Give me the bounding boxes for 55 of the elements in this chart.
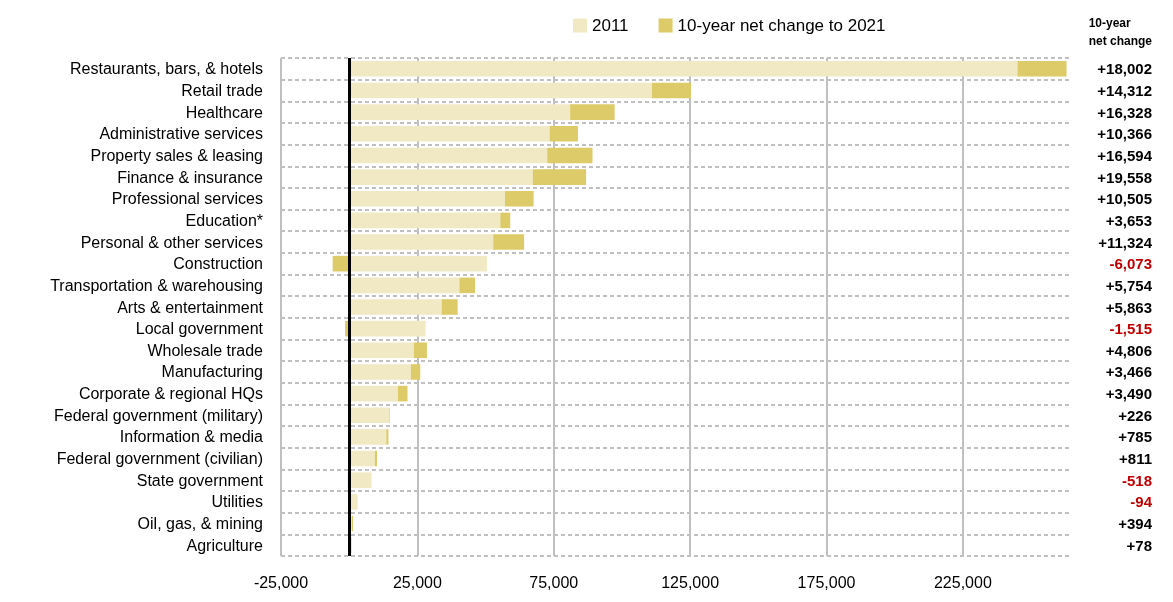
y-tick-label: Wholesale trade	[147, 341, 264, 359]
y-tick-label: Corporate & regional HQs	[78, 385, 263, 403]
y-tick-label: Agriculture	[186, 536, 264, 554]
y-tick-label: Federal government (military)	[54, 406, 263, 424]
y-tick-label: Federal government (civilian)	[56, 450, 263, 468]
data-label: -518	[1121, 471, 1152, 489]
y-tick-label: Education*	[185, 211, 263, 229]
data-label: +19,558	[1097, 168, 1152, 186]
x-tick-label: 175,000	[797, 573, 856, 591]
data-label: +16,328	[1097, 103, 1152, 121]
y2-axis-title: 10-year net change	[1088, 16, 1153, 48]
data-label: +78	[1126, 536, 1152, 554]
y-tick-label: Professional services	[111, 190, 263, 208]
y-tick-label: Administrative services	[99, 125, 263, 143]
data-label: +14,312	[1097, 81, 1152, 99]
y-tick-label: Transportation & warehousing	[50, 276, 263, 294]
y-tick-label: Property sales & leasing	[90, 146, 263, 164]
data-label: +10,366	[1097, 125, 1152, 143]
data-label: +5,754	[1105, 276, 1153, 294]
data-label: +394	[1118, 515, 1153, 533]
y-tick-label: Arts & entertainment	[117, 298, 264, 316]
x-tick-label: -25,000	[253, 573, 309, 591]
y-tick-label: Oil, gas, & mining	[137, 515, 263, 533]
x-tick-label: 75,000	[529, 573, 579, 591]
x-tick-label: 225,000	[933, 573, 992, 591]
data-label: +4,806	[1105, 341, 1152, 359]
y-tick-label: Retail trade	[181, 81, 264, 99]
data-label: +3,490	[1105, 385, 1152, 403]
y-tick-label: Healthcare	[185, 103, 264, 121]
data-label: +3,466	[1105, 363, 1152, 381]
data-label: +11,324	[1098, 233, 1153, 251]
data-label: +5,863	[1105, 298, 1152, 316]
y-tick-label: Manufacturing	[161, 363, 263, 381]
legend-label: 10-year net change to 2021	[677, 16, 886, 35]
data-label: -94	[1130, 493, 1153, 511]
y-tick-label: Finance & insurance	[117, 168, 264, 186]
data-label: -1,515	[1109, 320, 1152, 338]
y-tick-label: Construction	[173, 255, 263, 273]
data-label: +226	[1118, 406, 1152, 424]
data-label: +3,653	[1105, 211, 1152, 229]
y-tick-label: Information & media	[119, 428, 264, 446]
y-tick-label: Local government	[135, 320, 264, 338]
y-tick-label: Restaurants, bars, & hotels	[70, 60, 263, 78]
y-tick-label: Personal & other services	[80, 233, 263, 251]
x-tick-label: 25,000	[392, 573, 442, 591]
data-label: +16,594	[1097, 146, 1153, 164]
x-tick-label: 125,000	[661, 573, 720, 591]
data-label: -6,073	[1109, 255, 1152, 273]
y-tick-label: State government	[136, 471, 264, 489]
legend-label: 2011	[592, 16, 629, 35]
data-label: +10,505	[1097, 190, 1152, 208]
y-tick-label: Utilities	[211, 493, 263, 511]
data-label: +785	[1118, 428, 1152, 446]
data-label: +18,002	[1097, 60, 1152, 78]
data-label: +811	[1119, 450, 1152, 468]
